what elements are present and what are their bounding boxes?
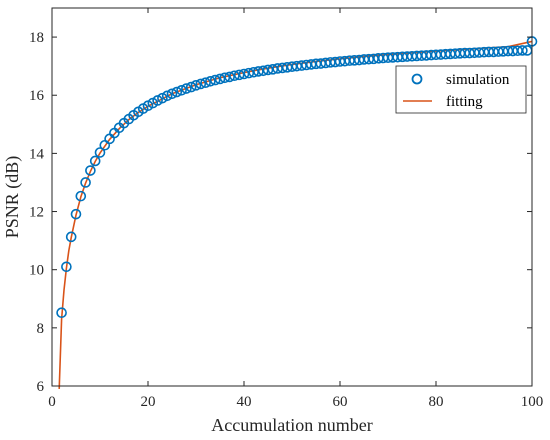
x-tick-label: 60 (333, 394, 348, 410)
simulation-point (89, 155, 101, 167)
y-tick-label: 8 (37, 321, 45, 337)
axes-box (51, 7, 533, 387)
y-tick-label: 14 (29, 146, 45, 162)
legend-label-fitting: fitting (446, 94, 483, 110)
legend: simulation fitting (395, 65, 527, 114)
simulation-point (190, 80, 202, 91)
simulation-point (209, 74, 221, 86)
simulation-point (243, 67, 255, 79)
simulation-point (181, 83, 192, 94)
simulation-point (229, 70, 240, 82)
simulation-point (176, 84, 187, 96)
simulation-point (517, 45, 528, 56)
simulation-point (262, 64, 274, 76)
simulation-point (85, 165, 96, 176)
simulation-point (224, 71, 235, 83)
simulation-point (248, 66, 259, 78)
plot-marks (56, 36, 538, 389)
x-tick-label: 20 (141, 394, 156, 410)
simulation-point (267, 64, 279, 75)
simulation-point (253, 66, 264, 77)
simulation-point (161, 90, 173, 102)
y-tick-label: 12 (29, 205, 44, 221)
y-axis-title: PSNR (dB) (2, 156, 23, 239)
simulation-point (80, 177, 91, 188)
simulation-point (219, 72, 231, 84)
y-tick-label: 18 (29, 30, 44, 46)
y-tick-label: 16 (29, 88, 45, 104)
axis-ticks: 0 20 40 60 80 100 6 8 10 12 14 16 18 (29, 8, 543, 410)
simulation-point (61, 261, 72, 273)
x-axis-title: Accumulation number (211, 415, 372, 435)
x-tick-label: 40 (237, 394, 252, 410)
x-tick-label: 100 (521, 394, 544, 410)
simulation-point (56, 307, 67, 319)
simulation-point (205, 75, 216, 87)
legend-label-simulation: simulation (446, 72, 510, 88)
simulation-point (65, 231, 77, 243)
y-tick-label: 6 (37, 379, 45, 395)
x-tick-label: 80 (429, 394, 444, 410)
simulation-point (94, 147, 106, 158)
simulation-point (185, 81, 197, 93)
y-tick-label: 10 (29, 263, 44, 279)
simulation-point (233, 69, 245, 81)
simulation-point (166, 88, 178, 100)
simulation-point (238, 68, 250, 80)
simulation-point (195, 78, 207, 90)
simulation-point (214, 73, 226, 85)
simulation-point (75, 190, 87, 202)
simulation-point (200, 77, 211, 89)
x-tick-label: 0 (48, 394, 56, 410)
simulation-point (257, 65, 269, 77)
simulation-point (171, 86, 183, 98)
legend-marker-simulation (411, 73, 423, 85)
simulation-point (70, 208, 82, 220)
